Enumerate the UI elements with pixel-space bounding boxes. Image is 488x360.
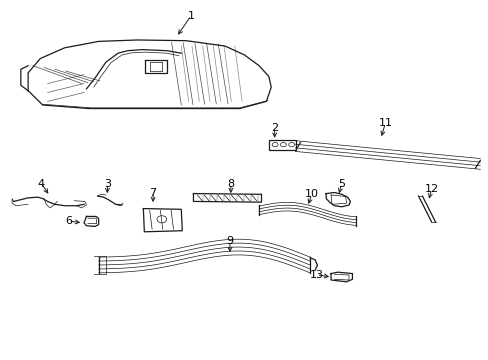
Text: 12: 12 — [424, 184, 438, 194]
Text: 1: 1 — [187, 11, 194, 21]
Text: 6: 6 — [65, 216, 72, 226]
Text: 7: 7 — [149, 188, 156, 198]
Text: 11: 11 — [378, 118, 392, 128]
Text: 13: 13 — [309, 270, 323, 280]
Text: 5: 5 — [338, 179, 345, 189]
Text: 8: 8 — [227, 179, 234, 189]
Text: 2: 2 — [270, 123, 278, 133]
Text: 9: 9 — [226, 236, 233, 246]
Text: 4: 4 — [38, 179, 45, 189]
Text: 3: 3 — [103, 179, 111, 189]
Text: 10: 10 — [304, 189, 318, 199]
